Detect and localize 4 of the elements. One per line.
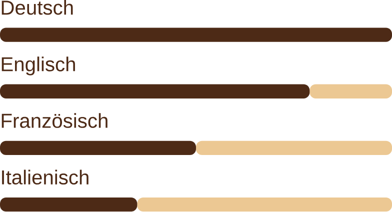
y-tick-label: Italienisch	[2, 170, 88, 185]
y-tick-label: Englisch	[2, 56, 75, 76]
y-tick-label: Deutsch	[2, 0, 73, 15]
y-tick-label: Französisch	[2, 113, 108, 128]
